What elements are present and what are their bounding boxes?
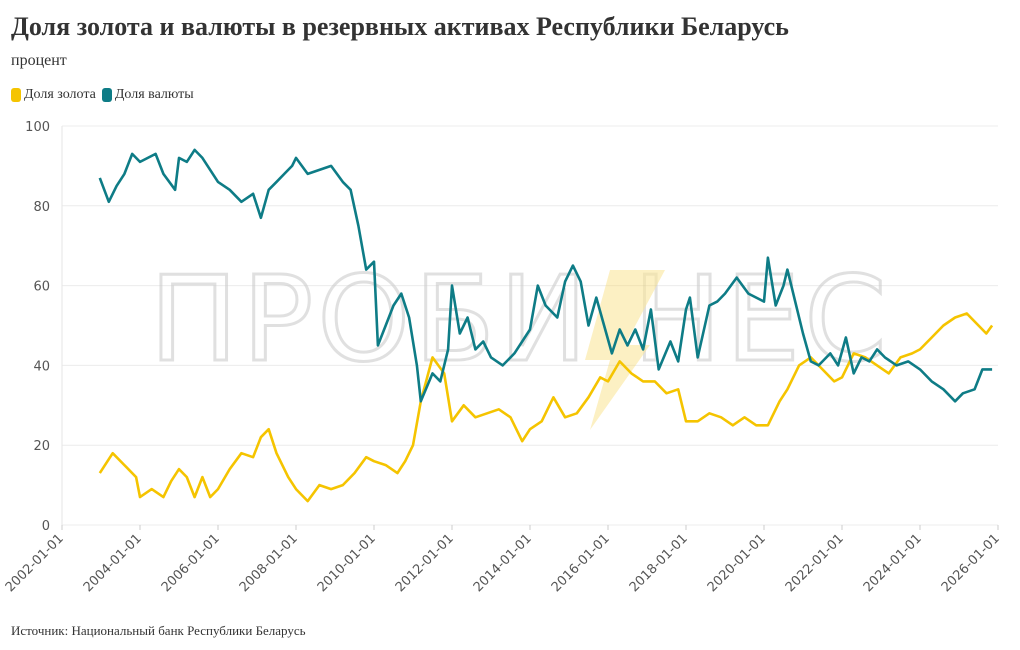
y-tick-label: 80 [33, 200, 50, 215]
series-line-currency [98, 148, 993, 403]
watermark: ПРОБИ НЕС [148, 249, 890, 430]
x-tick-label: 2014-01-01 [471, 531, 535, 595]
legend-swatch-gold [11, 88, 21, 102]
x-tick-label: 2004-01-01 [81, 531, 145, 595]
legend-item-currency[interactable]: Доля валюты [101, 87, 194, 103]
x-tick-label: 2012-01-01 [393, 531, 457, 595]
y-tick-label: 60 [33, 280, 50, 295]
x-tick-label: 2020-01-01 [705, 531, 769, 595]
x-tick-label: 2008-01-01 [237, 531, 301, 595]
y-tick-label: 0 [42, 519, 50, 534]
legend-swatch-currency [101, 88, 112, 102]
series-line-gold [98, 312, 994, 503]
chart-title: Доля золота и валюты в резервных активах… [11, 12, 789, 41]
legend-label-currency: Доля валюты [114, 87, 194, 102]
chart-subtitle: процент [11, 52, 67, 69]
x-tick-label: 2018-01-01 [627, 531, 691, 595]
legend-item-gold[interactable]: Доля золота [11, 87, 96, 103]
x-tick-label: 2010-01-01 [315, 531, 379, 595]
x-tick-label: 2016-01-01 [549, 531, 613, 595]
source-note: Источник: Национальный банк Республики Б… [11, 623, 306, 638]
x-tick-label: 2006-01-01 [159, 531, 223, 595]
y-tick-label: 20 [33, 439, 50, 454]
svg-text:ПРОБИ НЕС: ПРОБИ НЕС [149, 250, 890, 388]
legend: Доля золота Доля валюты [11, 87, 194, 103]
x-tick-label: 2024-01-01 [861, 531, 925, 595]
legend-label-gold: Доля золота [24, 87, 96, 102]
x-tick-label: 2022-01-01 [783, 531, 847, 595]
y-tick-label: 100 [25, 120, 50, 135]
y-tick-label: 40 [33, 359, 50, 374]
x-tick-label: 2026-01-01 [939, 531, 1003, 595]
x-tick-label: 2002-01-01 [3, 531, 67, 595]
